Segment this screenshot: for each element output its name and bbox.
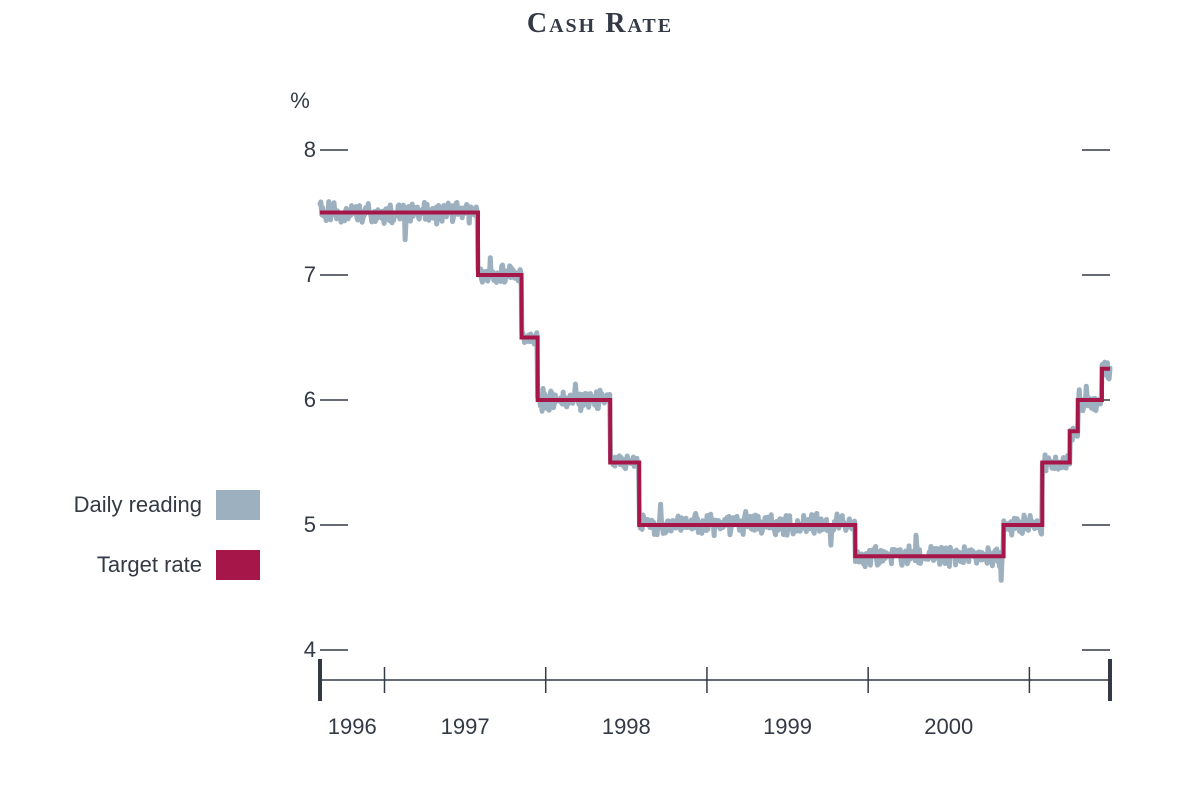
plot-area (0, 0, 1200, 796)
cash-rate-chart: Cash Rate % 8 7 6 5 4 1996 1997 1998 199… (0, 0, 1200, 796)
